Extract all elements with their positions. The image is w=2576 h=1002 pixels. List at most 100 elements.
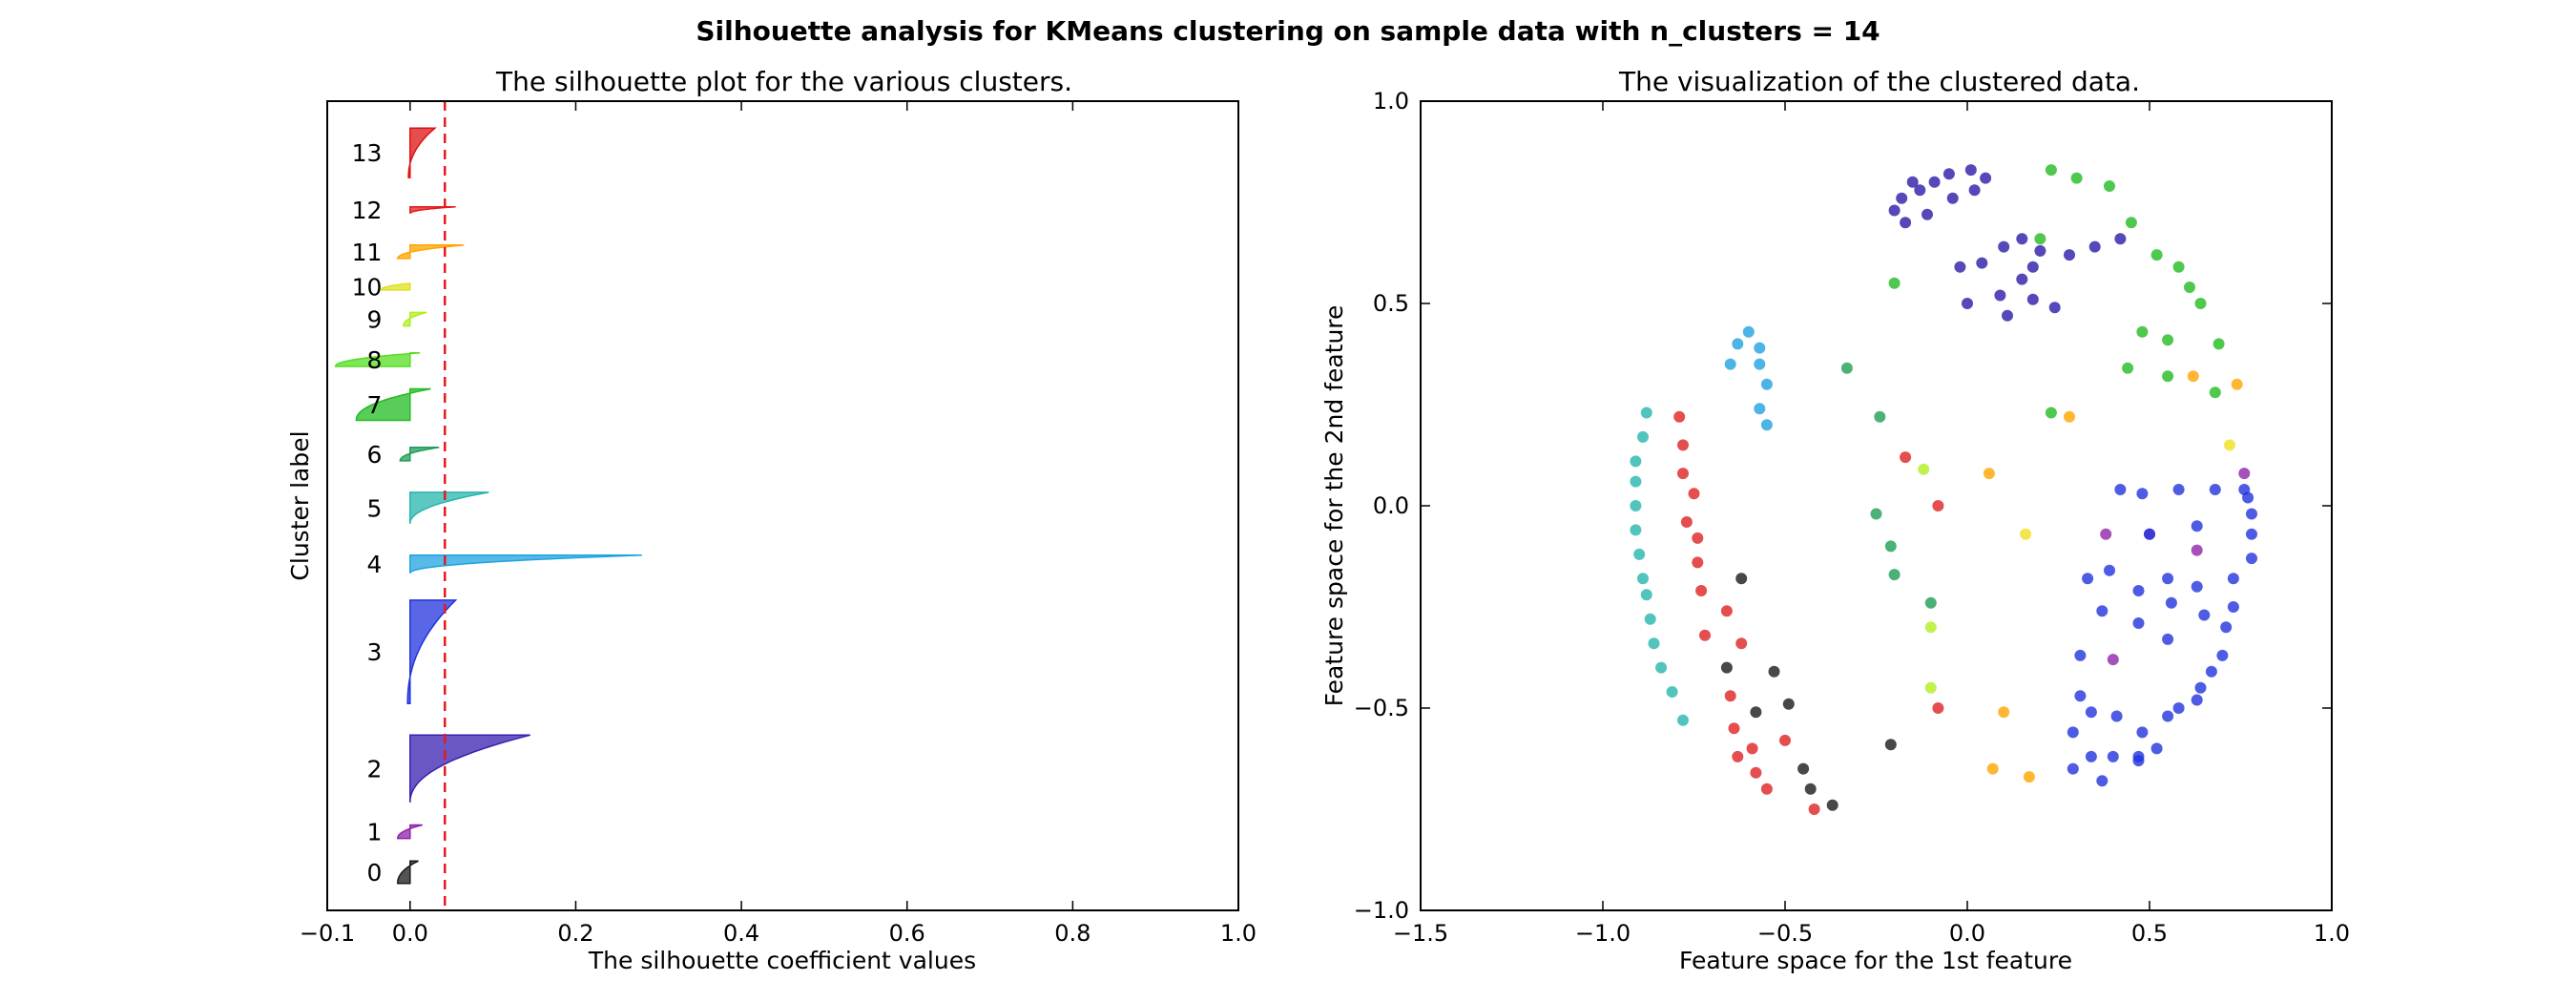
scatter-point [1924, 621, 1937, 634]
scatter-point [2191, 520, 2203, 532]
scatter-point [2172, 484, 2185, 495]
scatter-point [2172, 702, 2185, 714]
cluster-label-3: 3 [367, 638, 383, 666]
scatter-point [1742, 325, 1755, 338]
scatter-point [1954, 261, 1966, 273]
scatter-point [2034, 244, 2046, 257]
scatter-x-tick-label: −0.5 [1757, 920, 1813, 947]
scatter-point [2136, 726, 2149, 739]
scatter-point [1754, 403, 1766, 415]
cluster-label-10: 10 [352, 273, 383, 301]
scatter-point [1922, 208, 1933, 220]
scatter-x-label: Feature space for the 1st feature [1679, 947, 2072, 974]
silhouette-cluster-11 [396, 244, 465, 260]
scatter-point [2194, 298, 2207, 309]
scatter-point [1644, 613, 1656, 625]
silhouette-x-tick-label: 0.0 [392, 920, 428, 947]
scatter-point [1720, 661, 1733, 674]
scatter-point [2162, 633, 2174, 645]
silhouette-x-label: The silhouette coefficient values [588, 947, 976, 974]
scatter-point [1983, 468, 1995, 480]
scatter-point [2048, 302, 2061, 314]
scatter-point [2136, 325, 2149, 338]
figure-suptitle: Silhouette analysis for KMeans clusterin… [696, 15, 1880, 47]
cluster-label-13: 13 [352, 139, 383, 167]
scatter-point [1932, 702, 1944, 714]
scatter-point [2227, 601, 2239, 613]
scatter-point [2020, 528, 2032, 540]
scatter-point [1768, 665, 1780, 678]
scatter-point [1724, 358, 1736, 370]
scatter-point [1782, 698, 1795, 710]
scatter-point [1648, 637, 1660, 650]
scatter-point [2088, 240, 2101, 253]
scatter-point [1699, 629, 1711, 641]
scatter-point [1962, 298, 1973, 309]
scatter-point [2100, 528, 2112, 540]
silhouette-cluster-0 [397, 860, 419, 885]
scatter-y-label: Feature space for the 2nd feature [1320, 305, 1348, 707]
scatter-point [1994, 289, 2006, 302]
scatter-point [1884, 739, 1897, 751]
scatter-point [1655, 661, 1668, 674]
silhouette-cluster-12 [409, 205, 456, 214]
scatter-point [1688, 488, 1700, 500]
scatter-point [2162, 370, 2174, 383]
scatter-point [2165, 596, 2177, 609]
scatter-point [1928, 176, 1941, 188]
scatter-point [1980, 172, 1992, 184]
scatter-point [2209, 386, 2221, 399]
cluster-label-5: 5 [367, 494, 383, 522]
scatter-point [1924, 681, 1937, 694]
silhouette-cluster-3 [406, 599, 458, 705]
scatter-point [1826, 799, 1839, 811]
scatter-marks [1630, 164, 2257, 815]
scatter-x-tick-label: −1.0 [1575, 920, 1631, 947]
scatter-point [2136, 488, 2149, 500]
scatter-point [1779, 734, 1791, 746]
scatter-point [1630, 475, 1642, 488]
scatter-point [2110, 710, 2123, 722]
silhouette-cluster-13 [407, 127, 437, 178]
scatter-point [1998, 706, 2010, 719]
scatter-point [2227, 573, 2239, 585]
scatter-point [2191, 580, 2203, 593]
scatter-point [2172, 261, 2185, 273]
silhouette-plot-frame [326, 100, 1239, 911]
scatter-point [1946, 192, 1959, 204]
cluster-label-6: 6 [367, 441, 383, 469]
silhouette-x-tick-label: 0.2 [557, 920, 593, 947]
scatter-point [2231, 378, 2243, 390]
scatter-x-tick-label: 1.0 [2314, 920, 2350, 947]
cluster-label-8: 8 [367, 346, 383, 374]
scatter-point [2002, 309, 2013, 322]
silhouette-cluster-5 [409, 491, 489, 524]
scatter-point [2067, 762, 2079, 775]
scatter-point [2246, 528, 2257, 540]
scatter-point [1724, 690, 1736, 702]
scatter-point [2238, 468, 2251, 480]
scatter-point [2150, 742, 2163, 755]
scatter-point [2045, 407, 2057, 419]
scatter-point [2122, 362, 2134, 374]
scatter-point [2107, 654, 2119, 666]
silhouette-y-label: Cluster label [286, 430, 314, 580]
scatter-point [2074, 649, 2087, 661]
scatter-y-tick-label: 0.0 [1373, 492, 1409, 519]
scatter-point [1870, 508, 1882, 520]
scatter-point [2085, 750, 2097, 762]
cluster-label-11: 11 [352, 239, 383, 266]
cluster-label-7: 7 [367, 391, 383, 419]
scatter-point [1900, 451, 1912, 464]
scatter-point [2096, 605, 2109, 617]
scatter-point [1914, 184, 1926, 197]
scatter-point [1888, 569, 1901, 581]
silhouette-x-tick-label: 0.4 [723, 920, 759, 947]
silhouette-x-tick-label: 0.8 [1054, 920, 1091, 947]
scatter-point [1728, 722, 1740, 735]
scatter-point [2162, 334, 2174, 346]
scatter-point [1732, 338, 1744, 350]
scatter-point [2067, 726, 2079, 739]
scatter-x-tick-label: −1.5 [1393, 920, 1448, 947]
